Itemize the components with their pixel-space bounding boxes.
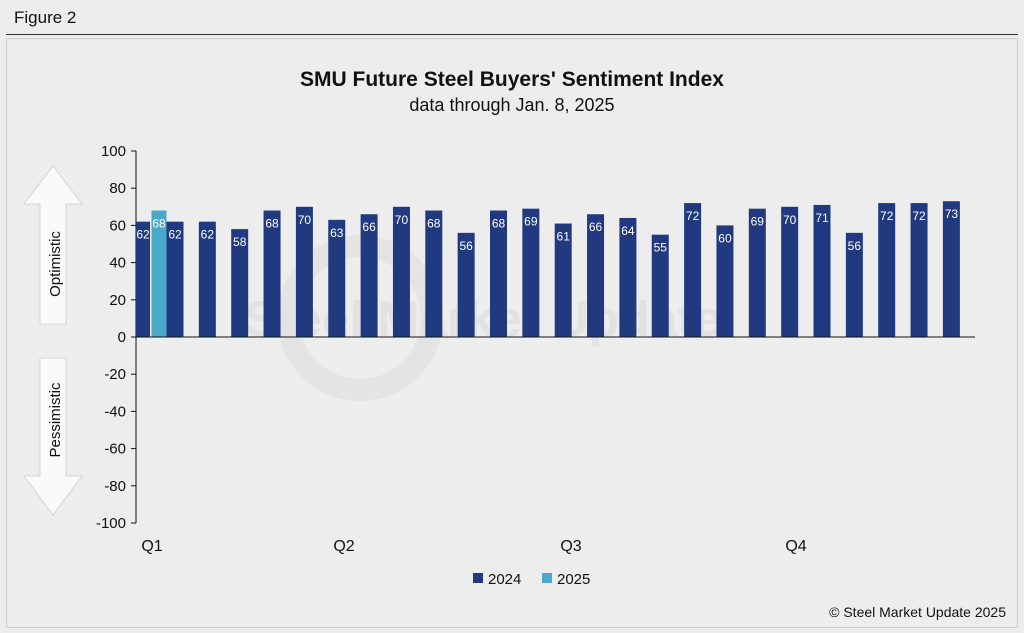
- bar-value-label: 73: [945, 207, 959, 221]
- bar-2025: [151, 210, 167, 337]
- bar-2024: [748, 208, 766, 337]
- y-tick-label: 80: [109, 180, 126, 197]
- legend-swatch-2024: [473, 573, 483, 583]
- bar-2024: [684, 203, 702, 337]
- bar-2024: [360, 214, 378, 337]
- copyright-credit: © Steel Market Update 2025: [829, 604, 1006, 620]
- bar-2024: [619, 217, 637, 337]
- bar-2024: [136, 221, 150, 337]
- bar-value-label: 60: [718, 231, 732, 245]
- bar-value-label: 68: [265, 217, 279, 231]
- bar-value-label: 69: [751, 215, 765, 229]
- bar-2024: [813, 204, 831, 337]
- bar-2024: [587, 214, 605, 337]
- bar-2024: [554, 223, 572, 337]
- y-tick-label: -20: [104, 366, 126, 383]
- bar-2024: [198, 221, 216, 337]
- optimistic-label: Optimistic: [47, 231, 64, 297]
- bar-value-label: 68: [152, 217, 166, 231]
- chart-title: SMU Future Steel Buyers' Sentiment Index: [300, 68, 724, 91]
- bar-value-label: 66: [362, 220, 376, 234]
- bar-2024: [910, 203, 928, 337]
- bar-2024: [457, 232, 475, 337]
- bar-value-label: 68: [427, 217, 441, 231]
- bar-value-label: 70: [395, 213, 409, 227]
- bar-value-label: 68: [492, 217, 506, 231]
- bar-value-label: 61: [557, 230, 571, 244]
- y-tick-label: 20: [109, 292, 126, 309]
- bar-value-label: 72: [880, 209, 894, 223]
- bar-2024: [392, 206, 410, 337]
- bar-value-label: 56: [459, 239, 473, 253]
- y-tick-label: -100: [96, 515, 126, 532]
- watermark-text: Steel Market Update: [244, 291, 722, 347]
- y-tick-label: -80: [104, 478, 126, 495]
- y-tick-label: 60: [109, 217, 126, 234]
- bar-value-label: 63: [330, 226, 344, 240]
- y-tick-label: -60: [104, 441, 126, 458]
- x-quarter-label: Q3: [560, 538, 581, 555]
- figure-label: Figure 2: [14, 8, 77, 27]
- bar-2024: [845, 232, 863, 337]
- bar-2024: [328, 219, 346, 337]
- y-tick-label: 0: [118, 329, 126, 346]
- y-tick-label: 40: [109, 255, 126, 272]
- bar-value-label: 62: [201, 228, 215, 242]
- legend-label-2024: 2024: [488, 571, 521, 588]
- y-tick-label: -40: [104, 403, 126, 420]
- bar-value-label: 70: [783, 213, 797, 227]
- pessimistic-arrow: [23, 357, 83, 516]
- bar-2024: [490, 210, 507, 337]
- bar-value-label: 64: [621, 224, 635, 238]
- bar-2024: [716, 225, 734, 337]
- legend-label-2025: 2025: [557, 571, 590, 588]
- legend-swatch-2025: [542, 573, 552, 583]
- pessimistic-label: Pessimistic: [47, 382, 64, 458]
- x-quarter-label: Q4: [785, 538, 806, 555]
- x-quarter-label: Q1: [141, 538, 162, 555]
- bar-value-label: 58: [233, 235, 247, 249]
- bar-2024: [651, 234, 669, 337]
- y-tick-label: 100: [101, 143, 126, 160]
- bar-value-label: 55: [654, 241, 668, 255]
- bar-2024: [295, 206, 313, 337]
- bar-value-label: 66: [589, 220, 603, 234]
- bar-value-label: 72: [686, 209, 700, 223]
- bar-2024: [263, 210, 281, 337]
- bar-value-label: 62: [168, 228, 182, 242]
- bar-2024: [781, 206, 799, 337]
- bar-2024: [942, 201, 960, 337]
- bar-value-label: 56: [848, 239, 862, 253]
- bar-value-label: 62: [136, 228, 150, 242]
- bar-2024: [166, 221, 184, 337]
- bar-value-label: 70: [298, 213, 312, 227]
- bar-2024: [878, 203, 896, 337]
- bar-value-label: 71: [815, 211, 829, 225]
- figure-header: Figure 2: [6, 0, 1018, 35]
- chart-subtitle: data through Jan. 8, 2025: [409, 95, 615, 115]
- bar-value-label: 72: [912, 209, 926, 223]
- bar-value-label: 69: [524, 215, 538, 229]
- optimistic-arrow: [22, 165, 84, 325]
- bar-2024: [522, 208, 540, 337]
- x-quarter-label: Q2: [333, 538, 354, 555]
- bar-2024: [231, 229, 249, 337]
- bar-2024: [425, 210, 443, 337]
